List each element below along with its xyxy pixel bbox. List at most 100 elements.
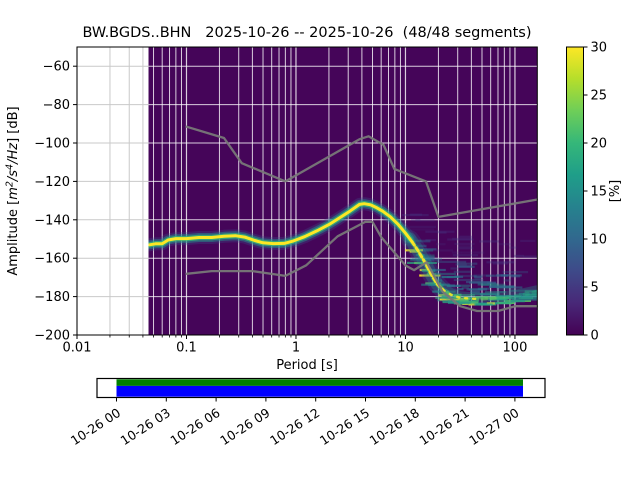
psd-streak bbox=[492, 262, 508, 265]
timeline-tick-label: 10-26 21 bbox=[416, 405, 471, 448]
psd-streak bbox=[514, 254, 524, 257]
psd-streak bbox=[419, 239, 431, 242]
colorbar-label: [%] bbox=[608, 180, 623, 203]
psd-streak bbox=[474, 296, 488, 299]
psd-streak bbox=[470, 290, 480, 293]
psd-streak bbox=[457, 288, 464, 291]
psd-streak bbox=[425, 239, 436, 242]
psd-streak bbox=[425, 230, 455, 233]
psd-streak bbox=[438, 231, 447, 234]
psd-streak bbox=[474, 277, 481, 280]
band-yellow-core bbox=[441, 288, 479, 301]
psd-streak bbox=[418, 256, 435, 259]
y-tick-label: −100 bbox=[34, 137, 70, 152]
psd-streak bbox=[410, 213, 423, 216]
psd-streak bbox=[470, 292, 500, 296]
long-period-fan bbox=[401, 213, 538, 306]
colorbar-tick-label: 15 bbox=[591, 185, 608, 200]
psd-streak bbox=[410, 228, 435, 231]
psd-streak bbox=[428, 258, 435, 261]
psd-streak bbox=[474, 303, 493, 306]
psd-streak bbox=[500, 301, 510, 304]
timeline-tick-label: 10-26 18 bbox=[367, 405, 422, 448]
plot-background bbox=[77, 47, 538, 335]
psd-streak bbox=[442, 276, 460, 279]
y-tick-label: −80 bbox=[43, 98, 70, 113]
psd-streak bbox=[447, 301, 471, 304]
psd-streak bbox=[520, 239, 536, 242]
psd-streak bbox=[521, 294, 538, 297]
psd-streak bbox=[436, 260, 467, 263]
psd-streak bbox=[414, 261, 430, 265]
timeline-tick-label: 10-27 00 bbox=[466, 405, 521, 448]
nlnm-line bbox=[185, 220, 538, 313]
y-tick-label: −140 bbox=[34, 213, 70, 228]
psd-streak bbox=[461, 286, 469, 289]
psd-streak bbox=[489, 285, 514, 288]
psd-streak bbox=[459, 235, 473, 238]
psd-streak bbox=[502, 271, 529, 274]
psd-streak bbox=[454, 242, 475, 245]
psd-streak bbox=[488, 302, 512, 305]
colorbar-gradient bbox=[566, 46, 584, 336]
colorbar-tick-label: 25 bbox=[591, 89, 608, 104]
psd-streak bbox=[524, 290, 538, 293]
psd-streak bbox=[485, 290, 507, 294]
psd-streak bbox=[417, 244, 427, 247]
y-tick-label: −180 bbox=[34, 290, 70, 305]
noise-model-lines bbox=[185, 125, 538, 313]
psd-streak bbox=[510, 289, 538, 292]
x-tick-label: 100 bbox=[503, 341, 528, 356]
x-tick-label: 1 bbox=[292, 341, 300, 356]
psd-streak bbox=[510, 275, 521, 278]
psd-streak bbox=[456, 262, 478, 265]
psd-streak bbox=[488, 298, 508, 301]
psd-streak bbox=[430, 268, 446, 272]
plot-title: BW.BGDS..BHN 2025-10-26 -- 2025-10-26 (4… bbox=[82, 25, 531, 41]
timeline-coverage-bar-blue bbox=[116, 385, 523, 397]
psd-streak bbox=[459, 299, 469, 302]
psd-streak bbox=[461, 251, 485, 254]
colorbar-tick-label: 30 bbox=[591, 41, 608, 56]
x-tick-label: 10 bbox=[397, 341, 414, 356]
psd-streak bbox=[477, 283, 498, 286]
psd-streak bbox=[486, 261, 515, 264]
psd-streak bbox=[468, 288, 482, 291]
colorbar: 0 5 10 15 20 25 30 bbox=[566, 41, 608, 344]
psd-streak bbox=[439, 298, 469, 301]
timeline-tick-label: 10-26 09 bbox=[217, 405, 272, 448]
psd-streak bbox=[514, 286, 523, 289]
psd-streak bbox=[496, 287, 515, 290]
psd-streak bbox=[468, 303, 476, 306]
psd-streak bbox=[420, 240, 431, 243]
y-tick-label: −160 bbox=[34, 252, 70, 267]
psd-streak bbox=[455, 263, 467, 266]
psd-streak bbox=[458, 265, 475, 268]
psd-streak bbox=[523, 255, 538, 258]
psd-streak bbox=[512, 298, 538, 301]
timeline-tick-label: 10-26 12 bbox=[267, 405, 322, 448]
psd-streak bbox=[503, 279, 512, 282]
psd-streak bbox=[457, 247, 474, 250]
colorbar-tick-label: 0 bbox=[591, 329, 599, 344]
psd-streak bbox=[450, 267, 459, 270]
x-tick-label: 0.1 bbox=[176, 341, 197, 356]
psd-streak bbox=[428, 258, 440, 261]
psd-streak bbox=[473, 274, 495, 277]
psd-streak bbox=[479, 240, 499, 243]
y-tick-label: −60 bbox=[43, 60, 70, 75]
psd-streak bbox=[430, 272, 456, 275]
timeline-tick-label: 10-26 06 bbox=[167, 405, 222, 448]
psd-streak bbox=[515, 296, 532, 299]
psd-streak bbox=[452, 254, 479, 257]
timeline-tick-label: 10-26 00 bbox=[68, 405, 123, 448]
psd-streak bbox=[410, 258, 431, 261]
psd-streak bbox=[447, 238, 474, 241]
psd-streak bbox=[422, 258, 442, 261]
psd-streak bbox=[477, 287, 490, 290]
psd-streak bbox=[414, 248, 437, 251]
psd-streak bbox=[435, 243, 446, 246]
psd-streak bbox=[453, 278, 484, 282]
